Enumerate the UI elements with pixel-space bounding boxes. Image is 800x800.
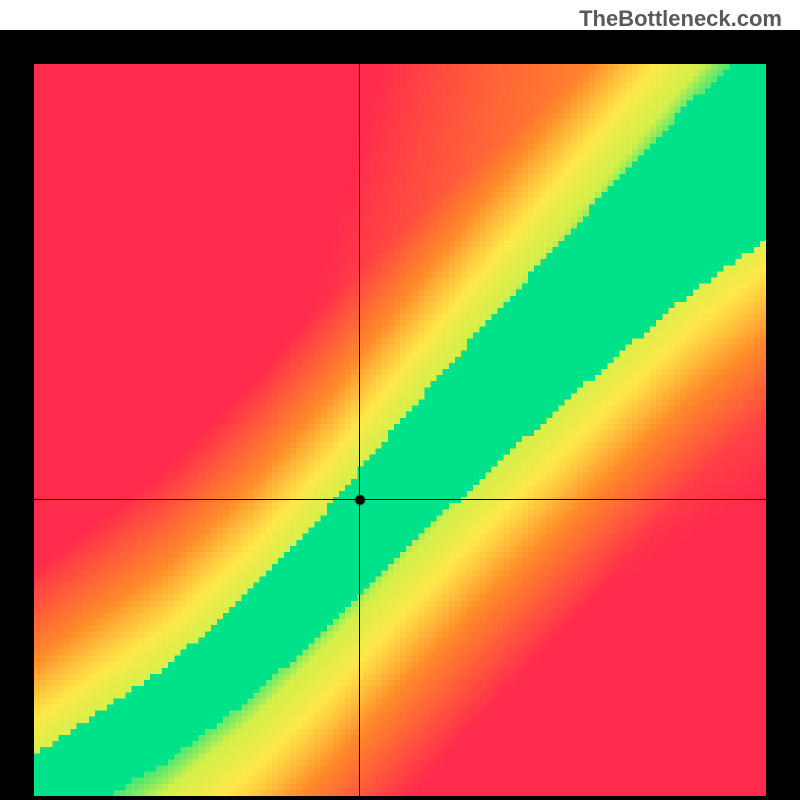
crosshair-point [354, 494, 366, 506]
crosshair-vertical [359, 64, 360, 796]
chart-black-frame [0, 30, 800, 800]
crosshair-horizontal [34, 499, 766, 500]
bottleneck-heatmap-canvas [34, 64, 766, 796]
watermark-text: TheBottleneck.com [579, 6, 782, 32]
heatmap-area [34, 64, 766, 796]
